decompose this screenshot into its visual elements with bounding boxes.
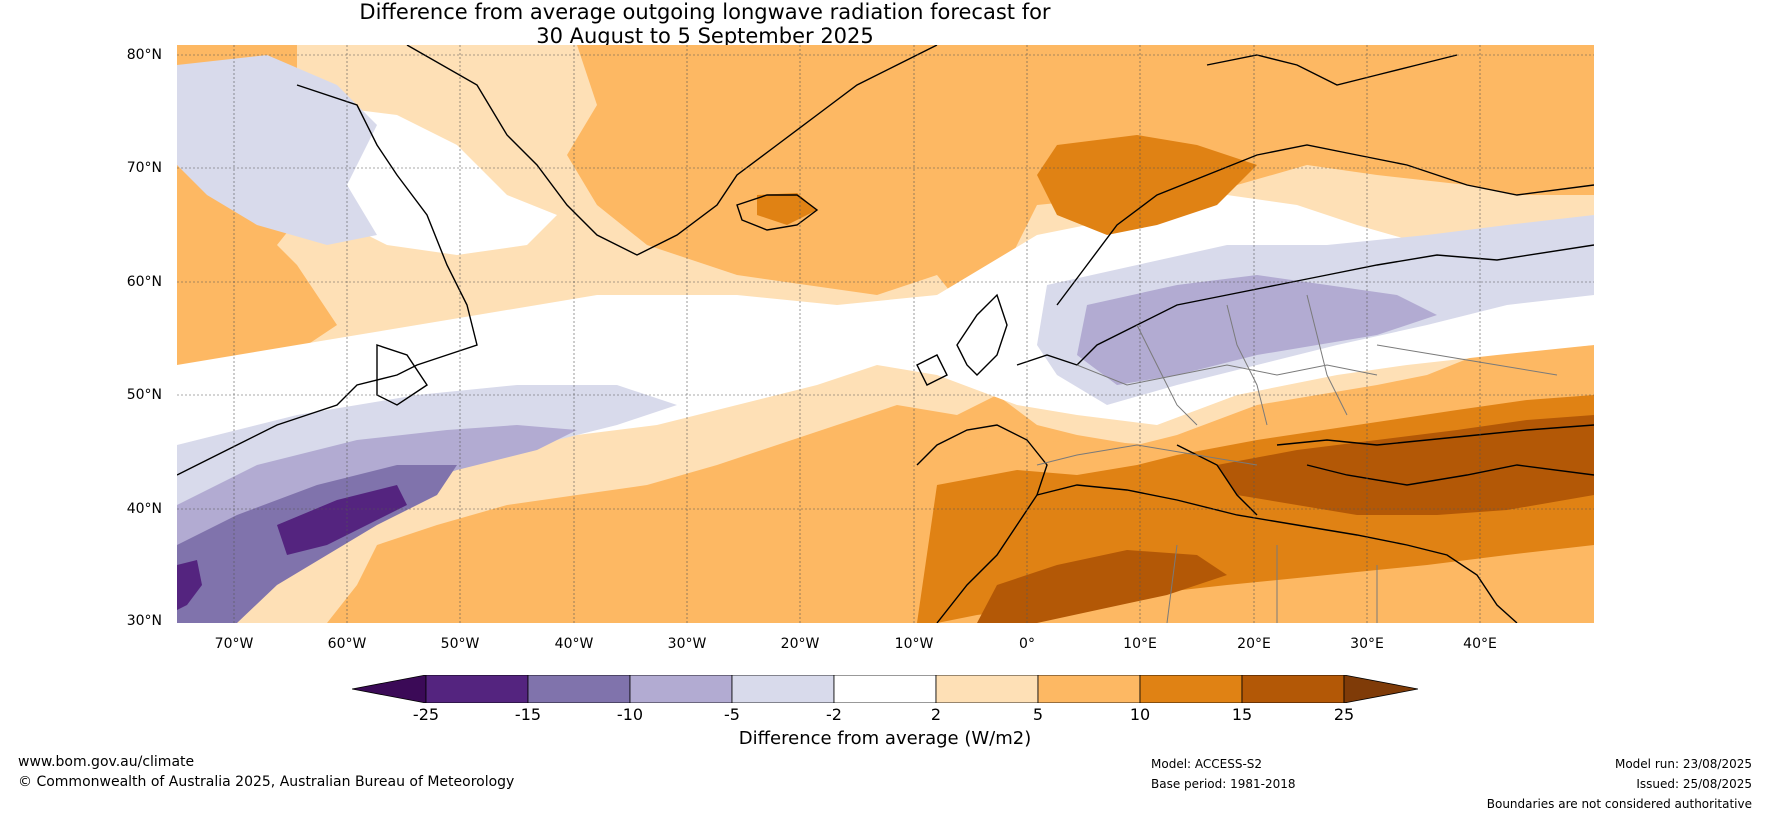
anomaly-map <box>177 45 1594 623</box>
anomaly-zone-dark-orange-scandinavia <box>1037 135 1257 235</box>
colorbar-tick-label: -10 <box>616 705 644 724</box>
colorbar-tick-label: 10 <box>1129 705 1151 724</box>
lon-label-40e: 40°E <box>1463 636 1497 652</box>
footer-model-run: Model run: 23/08/2025 <box>1614 757 1752 771</box>
footer-base-period: Base period: 1981-2018 <box>1151 777 1296 791</box>
anomaly-zone-mid-purple <box>177 425 577 590</box>
lon-label-60w: 60°W <box>327 636 367 652</box>
colorbar-tick-label: -2 <box>826 705 842 724</box>
lon-label-70w: 70°W <box>214 636 254 652</box>
anomaly-zone-dark-orange-iceland <box>757 193 817 225</box>
gridlines <box>177 45 1594 623</box>
colorbar-extend-low <box>352 675 427 703</box>
lon-label-20e: 20°E <box>1237 636 1271 652</box>
colorbar-bin <box>731 675 835 703</box>
lon-label-10w: 10°W <box>894 636 934 652</box>
anomaly-zone-light-purple-greenland <box>177 55 377 245</box>
anomaly-zone-brown-africa <box>977 550 1227 623</box>
anomaly-zone-brown <box>1217 415 1594 515</box>
footer-disclaimer: Boundaries are not considered authoritat… <box>1486 797 1752 811</box>
colorbar-bin <box>629 675 733 703</box>
footer-issued: Issued: 25/08/2025 <box>1636 777 1752 791</box>
colorbar-tick-label: -25 <box>412 705 440 724</box>
title-line-1: Difference from average outgoing longwav… <box>359 0 1051 24</box>
colorbar-extend-high <box>1343 675 1418 703</box>
footer-copyright: © Commonwealth of Australia 2025, Austra… <box>18 774 515 790</box>
lat-label-40n: 40°N <box>126 501 162 517</box>
colorbar-tick-label: -15 <box>514 705 542 724</box>
colorbar-bin <box>1241 675 1345 703</box>
colorbar <box>352 675 1418 703</box>
colorbar-tick-label: 15 <box>1231 705 1253 724</box>
footer-model: Model: ACCESS-S2 <box>1151 757 1263 771</box>
colorbar-tick-label: 5 <box>1032 705 1044 724</box>
colorbar-bin <box>935 675 1039 703</box>
lon-label-50w: 50°W <box>440 636 480 652</box>
colorbar-tick-label: 25 <box>1333 705 1355 724</box>
lon-label-0: 0° <box>1019 636 1035 652</box>
lat-label-50n: 50°N <box>126 387 162 403</box>
colorbar-bin <box>1037 675 1141 703</box>
colorbar-tick-label: 2 <box>930 705 942 724</box>
lon-label-30e: 30°E <box>1350 636 1384 652</box>
lon-label-20w: 20°W <box>780 636 820 652</box>
lat-label-30n: 30°N <box>126 613 162 629</box>
footer-website: www.bom.gov.au/climate <box>18 754 195 770</box>
colorbar-title: Difference from average (W/m2) <box>738 728 1032 749</box>
colorbar-tick-label: -5 <box>724 705 740 724</box>
anomaly-zone-white-greenland <box>317 105 557 255</box>
lon-label-40w: 40°W <box>554 636 594 652</box>
colorbar-bin <box>1139 675 1243 703</box>
anomaly-zone-darkest-purple <box>277 485 407 555</box>
anomaly-zone-darkest-purple-2 <box>177 560 202 610</box>
anomaly-zone-mid-purple-europe <box>1077 275 1437 385</box>
title-line-2: 30 August to 5 September 2025 <box>536 24 874 48</box>
lon-label-30w: 30°W <box>667 636 707 652</box>
map-title: Difference from average outgoing longwav… <box>0 0 1410 48</box>
colorbar-bin <box>425 675 529 703</box>
map-svg <box>177 45 1594 623</box>
coastlines <box>177 45 1594 623</box>
lon-label-10e: 10°E <box>1123 636 1157 652</box>
lat-label-60n: 60°N <box>126 274 162 290</box>
colorbar-bin <box>527 675 631 703</box>
colorbar-bin <box>833 675 937 703</box>
lat-label-80n: 80°N <box>126 47 162 63</box>
lat-label-70n: 70°N <box>126 160 162 176</box>
